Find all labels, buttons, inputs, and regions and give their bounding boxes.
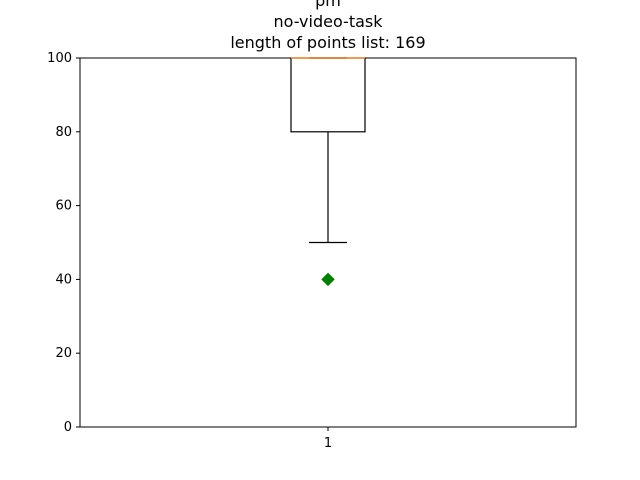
chart-title-line-3: length of points list: 169 [230, 33, 426, 52]
chart-title-line-2: no-video-task [273, 12, 383, 31]
x-tick-label: 1 [324, 436, 332, 451]
y-tick-label: 20 [55, 346, 72, 361]
outlier-point [321, 272, 335, 287]
y-tick-label: 40 [55, 272, 72, 287]
y-tick-label: 100 [47, 51, 72, 66]
y-tick-label: 0 [64, 420, 72, 435]
y-tick-label: 80 [55, 125, 72, 140]
y-tick-label: 60 [55, 199, 72, 214]
iqr-box [290, 57, 366, 133]
chart-title-line-1: pm [315, 0, 341, 10]
